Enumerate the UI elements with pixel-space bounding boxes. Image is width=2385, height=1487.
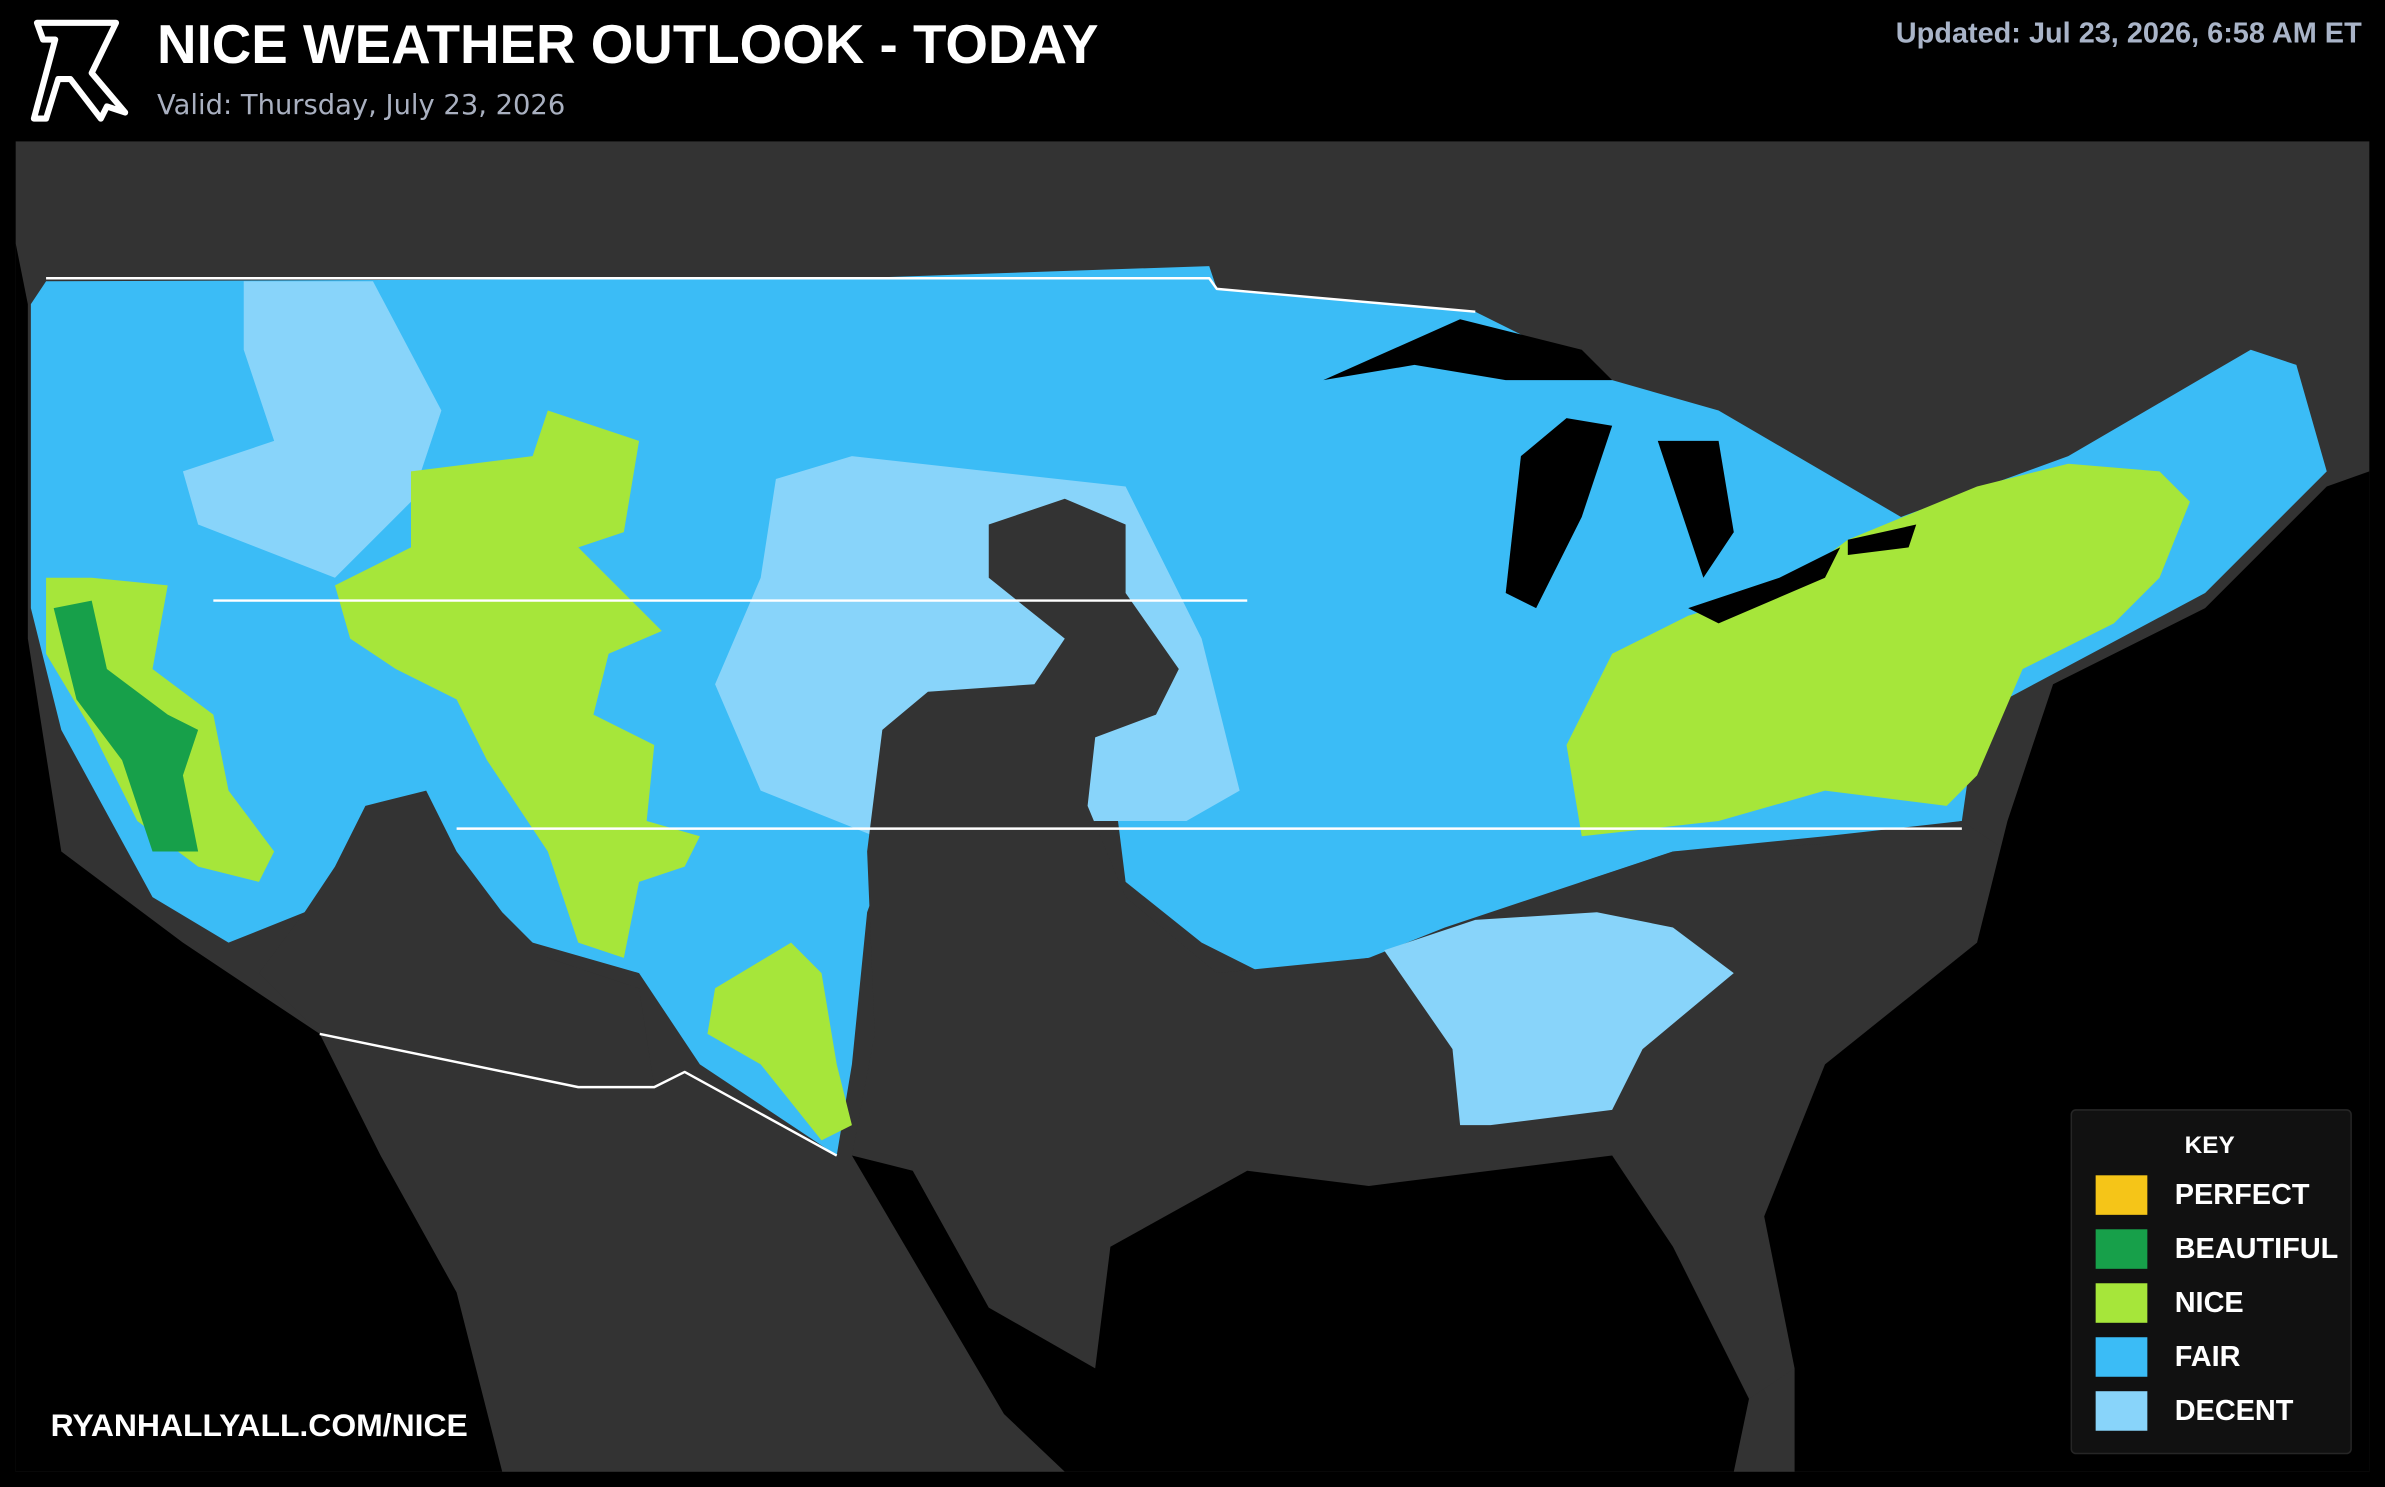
nice-region — [1566, 463, 2190, 837]
legend-label: BEAUTIFUL — [2175, 1233, 2339, 1265]
subtitle: Valid: Thursday, July 23, 2026 — [157, 90, 565, 121]
updated-time: Updated: Jul 23, 2026, 6:58 AM ET — [1896, 18, 2362, 50]
decent-region — [1384, 912, 1734, 1126]
logo — [30, 19, 129, 122]
nice-region — [334, 410, 700, 958]
map — [15, 141, 2370, 1472]
lake — [1847, 524, 1917, 555]
gulf-of-mexico — [851, 1155, 1749, 1472]
footer-url: RYANHALLYALL.COM/NICE — [51, 1407, 468, 1443]
border-line — [46, 277, 1476, 313]
legend-items: PERFECT BEAUTIFUL NICE FAIR DECENT — [2095, 1175, 2339, 1431]
title: NICE WEATHER OUTLOOK - TODAY — [157, 13, 1098, 75]
lake — [1323, 319, 1613, 381]
legend-swatch — [2095, 1175, 2148, 1215]
border-line — [319, 1032, 838, 1157]
lake — [1505, 418, 1613, 609]
decent-region — [182, 281, 442, 578]
legend-swatch — [2095, 1391, 2148, 1431]
land — [258, 790, 655, 1088]
legend-swatch — [2095, 1337, 2148, 1377]
lake — [1657, 440, 1734, 578]
legend: KEY PERFECT BEAUTIFUL NICE FAIR DECENT — [2070, 1109, 2352, 1455]
legend-swatch — [2095, 1229, 2148, 1269]
nice-region — [707, 942, 852, 1141]
legend-label: FAIR — [2175, 1341, 2241, 1373]
legend-label: DECENT — [2175, 1395, 2294, 1427]
pacific-ocean — [15, 141, 503, 1472]
legend-title: KEY — [2185, 1132, 2235, 1159]
legend-label: PERFECT — [2175, 1179, 2310, 1211]
beautiful-region — [53, 600, 199, 852]
legend-swatch — [2095, 1283, 2148, 1323]
legend-label: NICE — [2175, 1287, 2244, 1319]
